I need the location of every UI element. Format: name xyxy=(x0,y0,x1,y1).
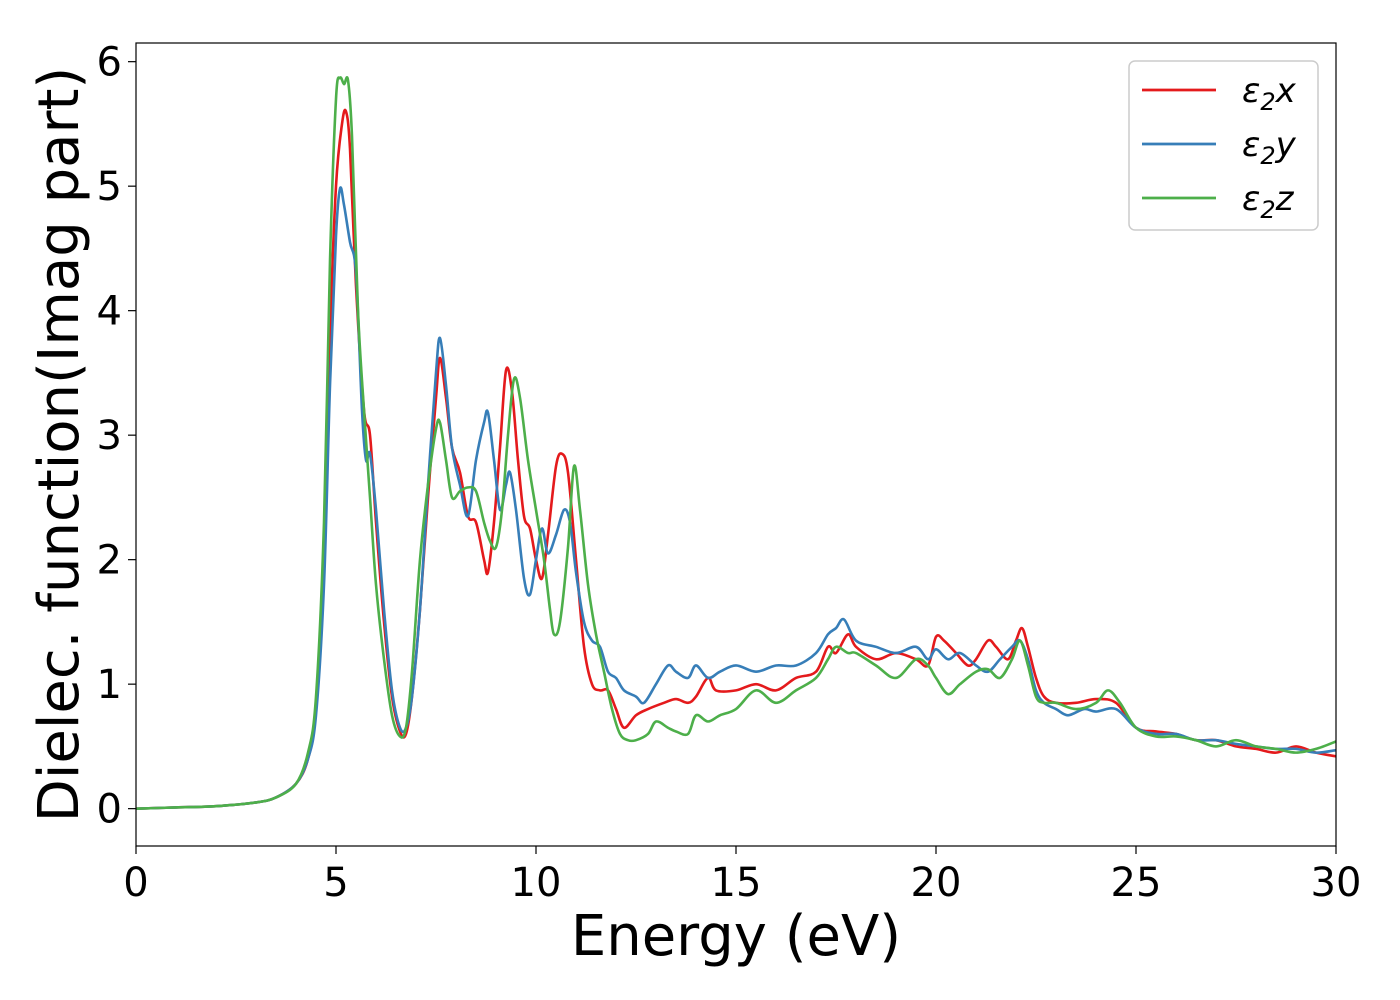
legend-label: ε2x xyxy=(1242,71,1297,116)
y-tick-label: 2 xyxy=(97,538,122,584)
x-tick-label: 0 xyxy=(123,860,148,906)
x-tick-label: 15 xyxy=(711,860,762,906)
legend-box xyxy=(1128,60,1319,231)
series-line-eps2y xyxy=(136,186,1336,810)
legend-label: ε2z xyxy=(1242,179,1295,224)
x-tick-label: 5 xyxy=(323,860,348,906)
series-layer xyxy=(136,76,1336,810)
y-axis-ticks: 0 1 2 3 4 5 6 xyxy=(97,40,136,833)
y-tick-label: 5 xyxy=(97,164,122,210)
y-tick-label: 4 xyxy=(97,289,122,335)
legend: ε2x ε2y ε2z xyxy=(1128,60,1319,231)
x-tick-label: 30 xyxy=(1311,860,1362,906)
y-tick-label: 0 xyxy=(97,787,122,833)
x-tick-label: 20 xyxy=(911,860,962,906)
x-tick-label: 10 xyxy=(511,860,562,906)
y-axis-label: Dielec. function(Imag part) xyxy=(27,67,92,823)
y-tick-label: 3 xyxy=(97,413,122,459)
x-axis-ticks: 0 5 10 15 20 25 30 xyxy=(123,846,1361,906)
y-tick-label: 1 xyxy=(97,662,122,708)
x-axis-label: Energy (eV) xyxy=(571,904,901,969)
series-line-eps2z xyxy=(136,76,1336,810)
legend-label: ε2y xyxy=(1242,125,1297,170)
x-tick-label: 25 xyxy=(1111,860,1162,906)
y-tick-label: 6 xyxy=(97,40,122,86)
